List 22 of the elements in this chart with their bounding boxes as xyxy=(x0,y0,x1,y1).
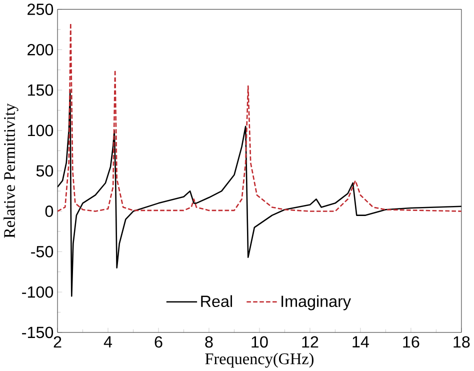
y-tick-label: 250 xyxy=(28,3,54,15)
y-tick-label: 0 xyxy=(45,205,54,217)
x-tick-label: 12 xyxy=(302,336,318,348)
y-tick-label: -50 xyxy=(31,246,54,258)
y-axis-title: Relative Permittivity xyxy=(4,103,18,238)
legend-label: Imaginary xyxy=(282,295,351,310)
y-tick-label: 50 xyxy=(36,165,54,176)
legend-label: Real xyxy=(201,295,232,307)
x-tick-label: 8 xyxy=(205,336,213,348)
y-tick-label: 150 xyxy=(28,84,54,96)
y-tick-label: 100 xyxy=(28,124,54,136)
y-tick-label: -150 xyxy=(22,326,54,338)
x-axis-title: Frequency(GHz) xyxy=(205,352,314,368)
x-tick-label: 18 xyxy=(454,336,470,348)
y-tick-label: -100 xyxy=(22,286,54,298)
x-tick-label: 10 xyxy=(252,336,268,348)
x-tick-label: 16 xyxy=(403,336,420,348)
x-tick-label: 4 xyxy=(104,336,112,348)
x-tick-label: 14 xyxy=(352,336,369,348)
x-tick-label: 6 xyxy=(154,336,162,348)
y-tick-label: 200 xyxy=(28,44,54,56)
x-tick-label: 2 xyxy=(54,336,62,348)
